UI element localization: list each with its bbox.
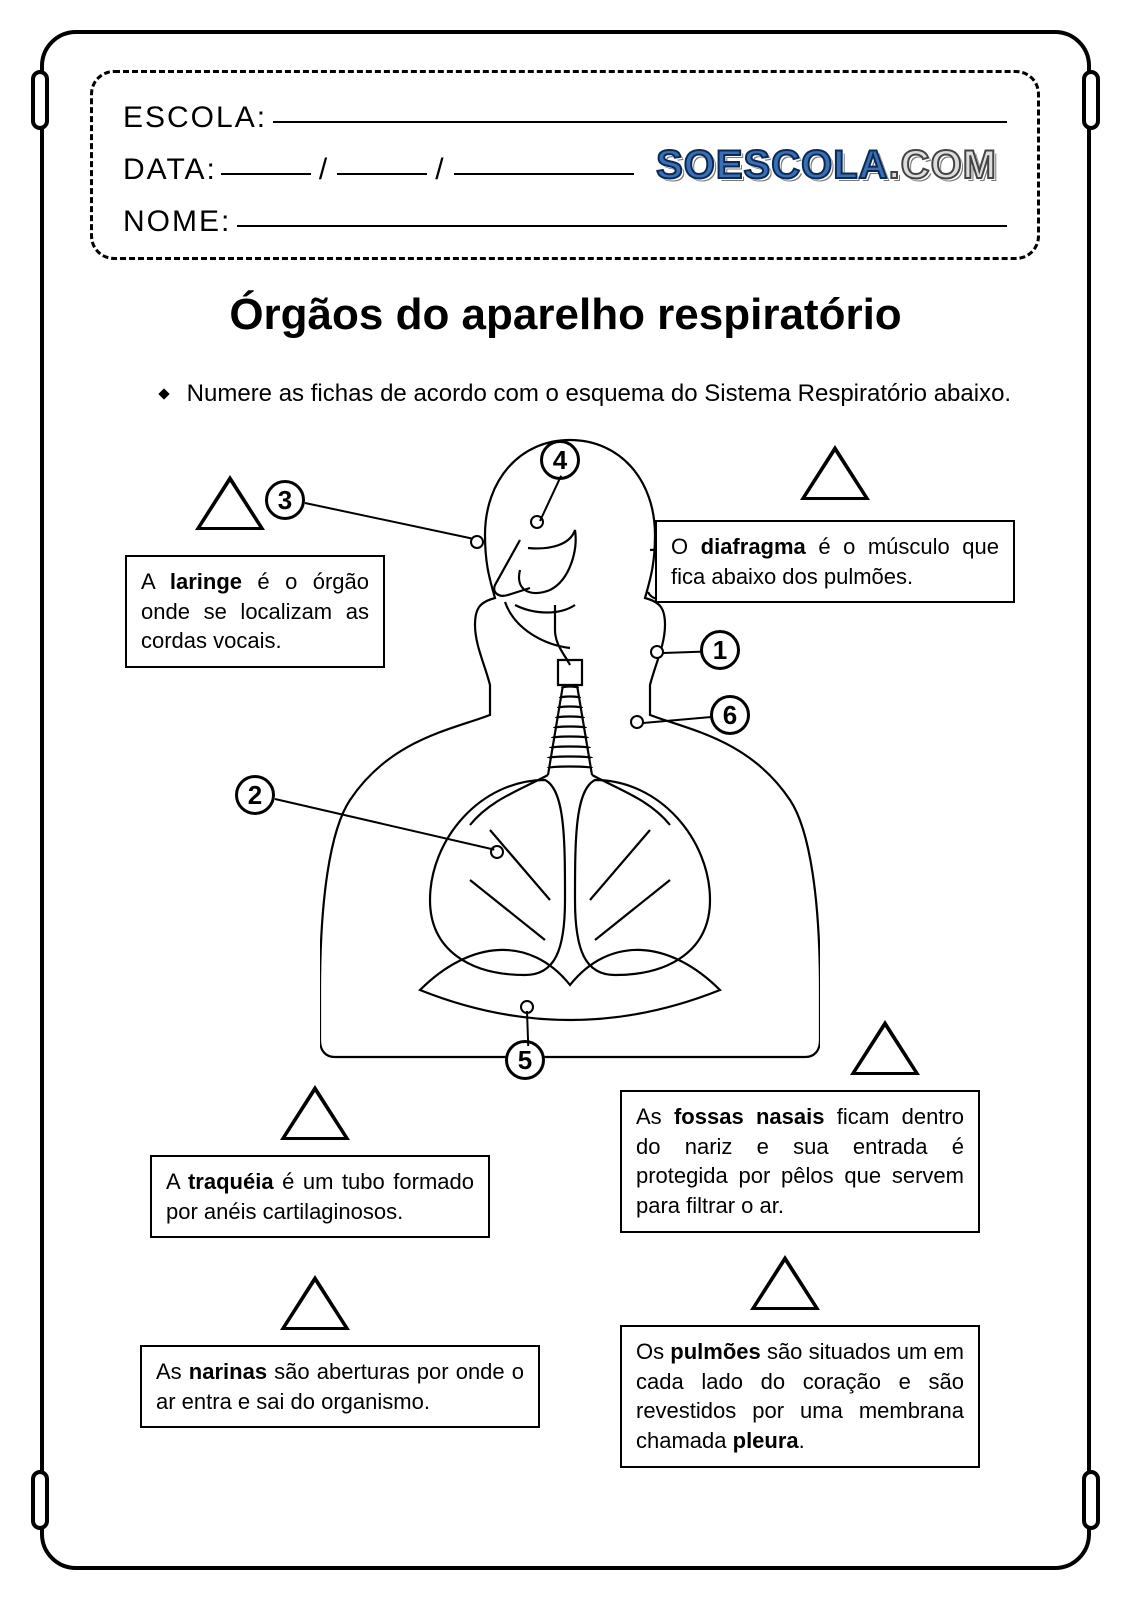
callout-anchor <box>650 645 664 659</box>
logo-part1: SOESCOLA <box>656 143 888 187</box>
header-box: ESCOLA: DATA: / / NOME: SOESCOLA.COM <box>90 70 1040 260</box>
answer-triangle-icon[interactable] <box>850 1020 920 1075</box>
bold-term: narinas <box>189 1359 267 1384</box>
card-fossas-nasais: As fossas nasais ficam dentro do nariz e… <box>620 1090 980 1233</box>
text: Os <box>636 1339 670 1364</box>
date-slash: / <box>319 153 329 187</box>
binder-notch <box>1082 1470 1100 1530</box>
text: As <box>636 1104 674 1129</box>
answer-triangle-icon[interactable] <box>195 475 265 530</box>
text: A <box>141 569 170 594</box>
bold-term: pleura <box>733 1428 799 1453</box>
card-pulmoes: Os pulmões são situados um em cada lado … <box>620 1325 980 1468</box>
answer-triangle-icon[interactable] <box>280 1085 350 1140</box>
label-escola: ESCOLA: <box>123 101 267 135</box>
text: O <box>671 534 701 559</box>
page-title: Órgãos do aparelho respiratório <box>0 290 1131 340</box>
callout-number-2: 2 <box>235 775 275 815</box>
date-slash: / <box>435 153 445 187</box>
callout-number-5: 5 <box>505 1040 545 1080</box>
card-narinas: As narinas são aberturas por onde o ar e… <box>140 1345 540 1428</box>
binder-notch <box>1082 70 1100 130</box>
label-data: DATA: <box>123 153 217 187</box>
card-traqueia: A traquéia é um tubo formado por anéis c… <box>150 1155 490 1238</box>
worksheet-page: ESCOLA: DATA: / / NOME: SOESCOLA.COM Órg… <box>0 0 1131 1600</box>
answer-triangle-icon[interactable] <box>750 1255 820 1310</box>
binder-notch <box>31 70 49 130</box>
date-field[interactable] <box>221 173 311 175</box>
answer-triangle-icon[interactable] <box>800 445 870 500</box>
callout-anchor <box>470 535 484 549</box>
answer-triangle-icon[interactable] <box>280 1275 350 1330</box>
blank-line[interactable] <box>237 225 1007 227</box>
text: As <box>156 1359 189 1384</box>
instruction-line: Numere as fichas de acordo com o esquema… <box>160 380 1011 408</box>
logo-soescola: SOESCOLA.COM <box>656 143 997 188</box>
bold-term: fossas nasais <box>674 1104 825 1129</box>
bold-term: traquéia <box>188 1169 274 1194</box>
callout-number-4: 4 <box>540 440 580 480</box>
callout-number-6: 6 <box>710 695 750 735</box>
row-escola: ESCOLA: <box>123 101 1007 135</box>
label-nome: NOME: <box>123 205 231 239</box>
date-field[interactable] <box>337 173 427 175</box>
callout-number-1: 1 <box>700 630 740 670</box>
row-nome: NOME: <box>123 205 1007 239</box>
card-diafragma: O diafragma é o músculo que fica abaixo … <box>655 520 1015 603</box>
card-laringe: A laringe é o órgão onde se localizam as… <box>125 555 385 668</box>
blank-line[interactable] <box>273 121 1007 123</box>
bold-term: pulmões <box>670 1339 760 1364</box>
date-field[interactable] <box>454 173 634 175</box>
diamond-bullet-icon <box>158 388 169 399</box>
bold-term: diafragma <box>701 534 806 559</box>
binder-notch <box>31 1470 49 1530</box>
callout-number-3: 3 <box>265 480 305 520</box>
instruction-text: Numere as fichas de acordo com o esquema… <box>187 380 1011 407</box>
callout-anchor <box>630 715 644 729</box>
logo-part2: .COM <box>889 143 997 187</box>
bold-term: laringe <box>170 569 242 594</box>
text: . <box>799 1428 805 1453</box>
text: A <box>166 1169 188 1194</box>
